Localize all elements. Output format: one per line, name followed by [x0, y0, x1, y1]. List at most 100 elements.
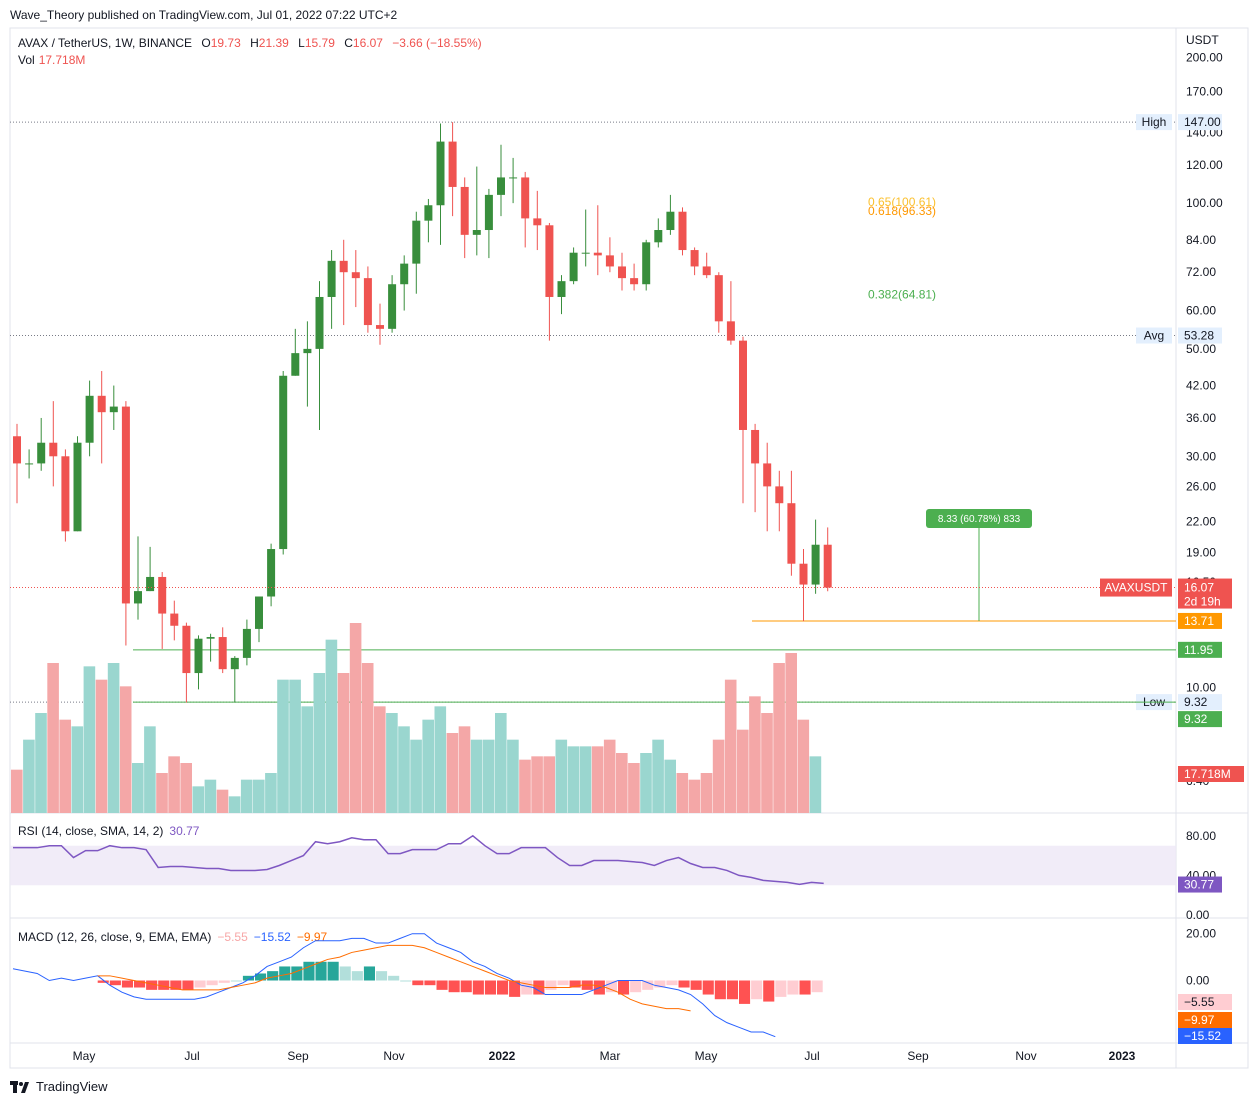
macd-hist-bar — [339, 966, 351, 981]
volume-bar — [228, 796, 241, 813]
candle-body — [581, 252, 590, 254]
volume-bar — [144, 726, 156, 813]
candle-body — [533, 218, 542, 226]
candle-body — [412, 220, 421, 264]
tradingview-logo-icon — [10, 1080, 29, 1093]
candle-body — [182, 625, 191, 674]
macd-hist-bar — [569, 980, 581, 988]
footer-brand-label: TradingView — [36, 1079, 108, 1094]
macd-macd-tag: −15.52 — [1184, 1029, 1221, 1043]
time-tick-label: 2022 — [489, 1049, 516, 1063]
volume-bar — [785, 653, 797, 813]
volume-bar — [289, 679, 301, 813]
macd-hist-bar — [545, 980, 557, 990]
candle-body — [97, 395, 106, 413]
price-tick-label: 26.00 — [1186, 479, 1216, 493]
candle-body — [146, 576, 155, 592]
macd-hist-bar — [775, 980, 787, 997]
macd-label: MACD (12, 26, close, 9, EMA, EMA) — [18, 930, 212, 944]
symbol-tag-box — [1100, 578, 1172, 597]
macd-hist-bar — [787, 980, 799, 995]
volume-bar — [628, 763, 640, 813]
macd-hist-bar — [714, 980, 726, 1000]
volume-bar — [712, 739, 725, 813]
price-tick-label: 36.00 — [1186, 411, 1216, 425]
candle-body — [569, 252, 578, 282]
time-tick-label: Sep — [287, 1049, 309, 1063]
macd-hist-bar — [376, 971, 388, 981]
candle-body — [460, 186, 469, 235]
price-tick-label: 170.00 — [1186, 85, 1223, 99]
low-tag-box — [1178, 711, 1222, 728]
projection-label: 8.33 (60.78%) 833 — [938, 514, 1021, 525]
time-tick-label: Nov — [1015, 1049, 1036, 1063]
volume-bar — [349, 623, 362, 813]
candle-body — [654, 230, 663, 243]
volume-bar — [398, 726, 410, 813]
candle-body — [666, 211, 675, 231]
candle-body — [303, 348, 312, 354]
volume-bar — [11, 769, 23, 813]
candle-body — [315, 296, 324, 349]
candle-body — [593, 252, 602, 256]
volume-bar — [495, 713, 507, 813]
candle-body — [37, 442, 46, 464]
macd-hist-bar — [448, 980, 460, 993]
support-value: 11.95 — [1184, 643, 1213, 657]
macd-hist-bar — [533, 980, 545, 995]
macd-hist-tag: −5.55 — [1184, 995, 1215, 1009]
macd-hist-bar — [726, 980, 738, 1000]
volume-bar — [422, 719, 434, 813]
macd-signal-box — [1178, 1012, 1232, 1028]
volume-bar — [603, 739, 616, 813]
volume-value: 17.718M — [38, 53, 86, 67]
candle-body — [351, 272, 360, 279]
volume-bar — [313, 673, 326, 813]
level-value-box — [1178, 694, 1222, 711]
candle-body — [255, 596, 263, 629]
high-value: 21.39 — [258, 36, 289, 50]
volume-bar — [277, 679, 289, 813]
macd-tick-label: 20.00 — [1186, 927, 1216, 941]
volume-bar — [95, 679, 108, 813]
candle-body — [388, 284, 397, 329]
volume-bar — [434, 706, 447, 813]
rsi-tick-label: 0.00 — [1186, 908, 1210, 922]
rsi-value-tag: 30.77 — [1184, 878, 1214, 892]
volume-bar — [192, 786, 205, 813]
open-value: 19.73 — [210, 36, 241, 50]
volume-tag-box — [1178, 766, 1244, 782]
macd-hist-bar — [642, 980, 654, 990]
macd-hist-bar — [751, 980, 763, 1000]
candle-body — [376, 325, 384, 329]
macd-hist-bar — [678, 980, 690, 988]
price-tick-label: 42.00 — [1186, 379, 1216, 393]
level-value-box — [1178, 114, 1222, 131]
rsi-label: RSI (14, close, SMA, 14, 2) — [18, 824, 164, 838]
macd-hist-bar — [605, 980, 617, 993]
price-tag-box — [1178, 578, 1232, 609]
volume-bar — [337, 673, 350, 813]
candle-body — [61, 456, 70, 532]
volume-bar — [59, 719, 71, 813]
price-axis-unit: USDT — [1186, 33, 1219, 47]
macd-hist-bar — [327, 961, 339, 981]
volume-bar — [797, 719, 810, 813]
macd-hist-bar — [400, 980, 412, 982]
macd-hist-bar — [436, 980, 448, 990]
macd-hist-bar — [315, 961, 327, 981]
macd-hist-bar — [303, 961, 315, 981]
rsi-value-box — [1178, 876, 1222, 893]
level-label-box — [1136, 114, 1172, 131]
volume-bar — [204, 779, 217, 813]
candle-body — [630, 278, 639, 285]
candle-body — [73, 442, 82, 532]
level-value: 147.00 — [1184, 115, 1221, 129]
candle-body — [13, 436, 21, 464]
high-label: H — [250, 36, 259, 50]
candle-body — [448, 141, 457, 187]
volume-bar — [470, 739, 483, 813]
open-label: O — [201, 36, 211, 50]
volume-bar — [253, 779, 265, 813]
